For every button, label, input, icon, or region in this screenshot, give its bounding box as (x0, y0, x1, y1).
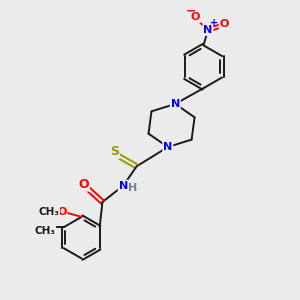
Text: CH₃: CH₃ (35, 226, 56, 236)
Text: S: S (110, 145, 119, 158)
Text: N: N (171, 99, 180, 109)
Text: N: N (118, 181, 128, 191)
Text: O: O (190, 12, 200, 22)
Text: O: O (78, 178, 89, 191)
Text: N: N (203, 25, 213, 35)
Text: −: − (185, 5, 196, 18)
Text: +: + (210, 18, 219, 28)
Text: O: O (57, 207, 66, 217)
Text: O: O (220, 19, 229, 29)
Text: H: H (128, 183, 137, 193)
Text: N: N (163, 142, 172, 152)
Text: CH₃: CH₃ (38, 207, 59, 217)
